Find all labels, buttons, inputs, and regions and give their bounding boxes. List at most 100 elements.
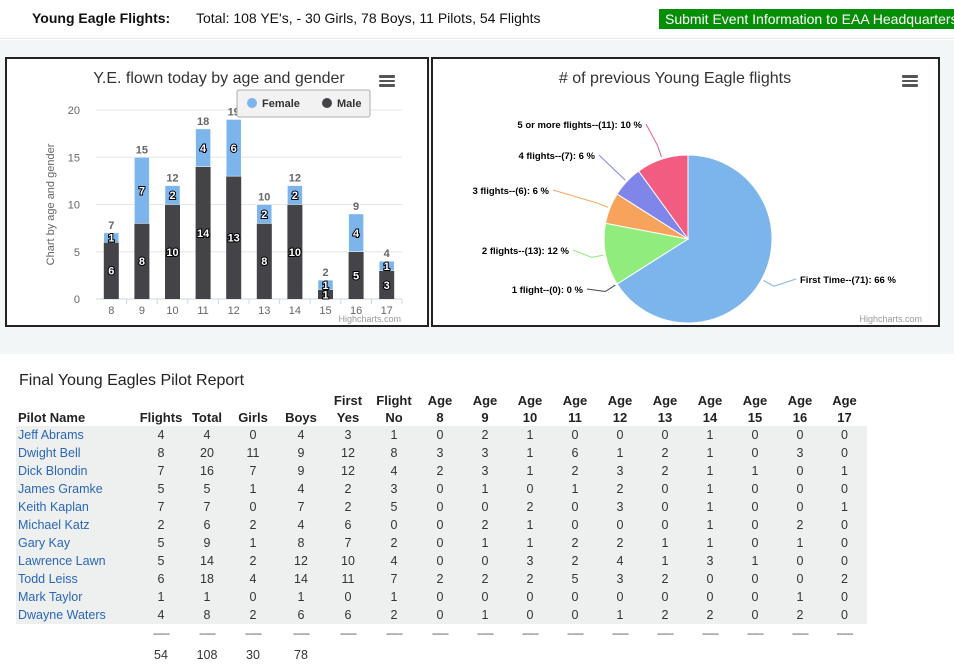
pie-chart-menu-icon[interactable] [902, 73, 918, 89]
pilot-name-link[interactable]: Gary Kay [16, 534, 138, 552]
submit-event-button[interactable]: Submit Event Information to EAA Headquar… [659, 9, 954, 29]
column-header-label: Total [191, 410, 223, 425]
table-cell: 2 [778, 606, 822, 624]
totals-row: 54 108 30 78 [16, 644, 867, 666]
table-cell: 2 [462, 570, 508, 588]
bar-male [165, 204, 180, 299]
column-header-label: Age [472, 393, 498, 408]
total-cell [642, 644, 688, 666]
table-cell: 0 [642, 588, 688, 606]
table-cell: 3 [370, 480, 418, 498]
table-cell: 0 [688, 570, 732, 588]
column-header: Age 8 [418, 392, 462, 426]
table-cell: 4 [370, 462, 418, 480]
pilot-name-link[interactable]: Keith Kaplan [16, 498, 138, 516]
pilot-name-link[interactable]: Dwayne Waters [16, 606, 138, 624]
divider: ------ [199, 628, 216, 640]
bar-female [287, 185, 303, 205]
bar-male [318, 289, 333, 299]
table-row: Dick Blondin 7 16 7 9 12 4 2 3 1 2 3 2 1 1 0 1 [16, 462, 867, 480]
pilot-report-table: Pilot Name Flights Total Girls Boys First Yes F… [16, 392, 867, 666]
column-header-label: No [385, 410, 403, 425]
table-cell: 9 [276, 444, 326, 462]
table-cell: 1 [370, 426, 418, 444]
table-cell: 8 [184, 606, 230, 624]
total-cell [370, 644, 418, 666]
table-row: Keith Kaplan 7 7 0 7 2 5 0 0 2 0 3 0 1 0 0 1 [16, 498, 867, 516]
stack-total-label: 9 [353, 201, 359, 213]
table-cell: 12 [326, 444, 370, 462]
page-title: Young Eagle Flights: [32, 10, 171, 26]
male-data-label: 10 [289, 247, 301, 259]
table-cell: 11 [326, 570, 370, 588]
column-header-label: Age [562, 393, 588, 408]
table-cell: 14 [184, 552, 230, 570]
table-cell: 3 [778, 444, 822, 462]
table-cell: 0 [326, 588, 370, 606]
pilot-name-link[interactable]: Lawrence Lawn [16, 552, 138, 570]
report-body: Jeff Abrams 4 4 0 4 3 1 0 2 1 0 0 0 1 0 0 0 Dwight Bell 8 2… [16, 426, 867, 666]
table-cell: 4 [370, 552, 418, 570]
column-header-label: Pilot Name [18, 410, 86, 425]
table-cell: 4 [598, 552, 642, 570]
bar-male [287, 204, 303, 299]
stack-total-label: 18 [197, 116, 209, 128]
table-cell: 1 [778, 588, 822, 606]
bar-chart-menu-icon[interactable] [379, 73, 395, 89]
report-title: Final Young Eagles Pilot Report [19, 372, 245, 389]
table-cell: 2 [642, 570, 688, 588]
divider-row: ------ ------ ------ ------ ------ ------ ----… [16, 624, 867, 644]
table-cell: 0 [418, 426, 462, 444]
bar-chart-legend: Female Male [236, 89, 371, 118]
pie-connector [645, 123, 662, 158]
table-cell: 0 [778, 462, 822, 480]
x-tick-label: 17 [381, 305, 393, 317]
table-cell: 2 [552, 552, 598, 570]
table-cell: 0 [732, 426, 778, 444]
pilot-name-link[interactable]: Michael Katz [16, 516, 138, 534]
table-cell: 1 [508, 444, 552, 462]
table-cell: 4 [276, 480, 326, 498]
table-cell: 1 [462, 480, 508, 498]
male-data-label: 8 [261, 256, 267, 268]
table-cell: 1 [642, 552, 688, 570]
bar-male [195, 166, 211, 299]
pilot-name-link[interactable]: Jeff Abrams [16, 426, 138, 444]
bar-male [226, 176, 242, 299]
pilot-name-link[interactable]: James Gramke [16, 480, 138, 498]
table-cell: 0 [822, 480, 867, 498]
pilot-name-link[interactable]: Dwight Bell [16, 444, 138, 462]
divider: ------ [153, 628, 170, 640]
pilot-name-link[interactable]: Todd Leiss [16, 570, 138, 588]
table-cell: 2 [462, 516, 508, 534]
male-data-label: 5 [353, 270, 359, 282]
table-cell: 2 [598, 534, 642, 552]
table-cell: 7 [230, 462, 276, 480]
total-cell: 78 [294, 648, 308, 662]
table-cell: 0 [418, 480, 462, 498]
table-cell: 0 [508, 480, 552, 498]
total-cell [778, 644, 822, 666]
table-cell: 7 [138, 498, 184, 516]
table-cell: 0 [732, 444, 778, 462]
table-row: Lawrence Lawn 5 14 2 12 10 4 0 0 3 2 4 1 3 1 0 0 [16, 552, 867, 570]
table-cell: 1 [552, 480, 598, 498]
legend-box [236, 89, 371, 118]
x-tick-label: 8 [108, 305, 114, 317]
table-cell: 0 [732, 534, 778, 552]
pilot-name-link[interactable]: Mark Taylor [16, 588, 138, 606]
table-cell: 9 [184, 534, 230, 552]
total-cell: 30 [246, 648, 260, 662]
bar-male [256, 223, 272, 299]
legend-male-marker [322, 98, 332, 108]
table-cell: 2 [642, 444, 688, 462]
female-data-label: 1 [384, 261, 390, 273]
total-cell [16, 644, 138, 666]
column-header-label: 12 [612, 410, 628, 425]
pie-slice [616, 154, 773, 324]
total-cell [418, 644, 462, 666]
pilot-name-link[interactable]: Dick Blondin [16, 462, 138, 480]
column-header: Age 16 [778, 392, 822, 426]
total-cell [462, 644, 508, 666]
table-cell: 0 [732, 480, 778, 498]
